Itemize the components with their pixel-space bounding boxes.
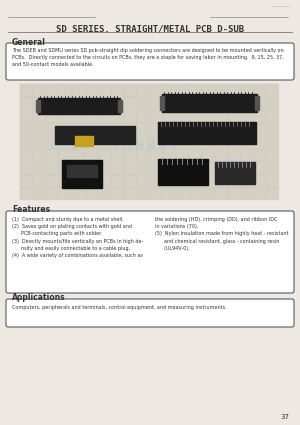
- Text: Э Л Е К    Т Р О Н И К А: Э Л Е К Т Р О Н И К А: [50, 141, 178, 151]
- FancyBboxPatch shape: [6, 43, 294, 80]
- Text: (1)  Compact and sturdy due to a metal shell.
(2)  Saves gold on plating contact: (1) Compact and sturdy due to a metal sh…: [12, 217, 143, 258]
- Bar: [158, 159, 208, 185]
- Text: 37: 37: [280, 414, 289, 420]
- Bar: [38, 98, 120, 114]
- Bar: [55, 126, 135, 144]
- FancyBboxPatch shape: [6, 299, 294, 327]
- Bar: [67, 165, 97, 177]
- Text: SD SERIES. STRAIGHT/METAL PCB D-SUB: SD SERIES. STRAIGHT/METAL PCB D-SUB: [56, 24, 244, 33]
- Bar: [215, 162, 255, 184]
- Text: the soldering (HD), crimping (DD), and ribbon IDC
in variations (70).
(5)  Nylon: the soldering (HD), crimping (DD), and r…: [155, 217, 289, 251]
- Bar: [160, 96, 164, 110]
- Bar: [75, 136, 93, 146]
- Text: Applications: Applications: [12, 293, 66, 302]
- Bar: [62, 160, 102, 188]
- Text: Features: Features: [12, 205, 50, 214]
- Bar: [158, 122, 256, 144]
- Text: The SDEB and SDMU series SD pcb-straight dip soldering connectors are designed t: The SDEB and SDMU series SD pcb-straight…: [12, 48, 284, 67]
- Text: General: General: [12, 38, 46, 47]
- Bar: [36, 100, 40, 112]
- Text: U: U: [237, 95, 249, 113]
- Text: Computers, peripherals and terminals, control equipment, and measuring instrumen: Computers, peripherals and terminals, co…: [12, 305, 226, 310]
- Bar: [118, 100, 122, 112]
- Bar: [162, 94, 257, 112]
- Bar: [255, 96, 259, 110]
- Bar: [20, 84, 278, 199]
- FancyBboxPatch shape: [6, 211, 294, 293]
